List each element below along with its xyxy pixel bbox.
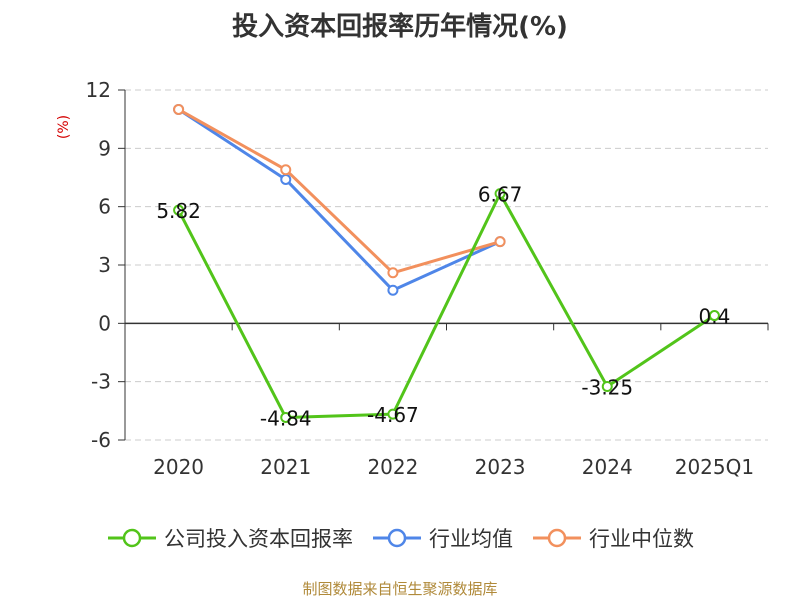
series-line xyxy=(177,108,501,292)
series-line xyxy=(177,108,501,275)
legend-item[interactable]: 公司投入资本回报率 xyxy=(106,523,353,553)
legend-line-marker-icon xyxy=(533,528,581,548)
x-tick-label: 2024 xyxy=(582,455,633,479)
legend-item[interactable]: 行业中位数 xyxy=(531,523,694,553)
series-line xyxy=(177,192,716,419)
x-tick-label: 2022 xyxy=(367,455,418,479)
legend: 公司投入资本回报率 行业均值 行业中位数 xyxy=(0,518,800,558)
x-tick-label: 2021 xyxy=(260,455,311,479)
legend-line-marker-icon xyxy=(373,528,421,548)
data-label: -3.25 xyxy=(581,376,633,400)
data-point[interactable] xyxy=(173,103,185,115)
legend-line-marker-icon xyxy=(108,528,156,548)
data-point[interactable] xyxy=(387,267,399,279)
series-layer xyxy=(173,103,720,423)
y-tick-label: 0 xyxy=(98,311,111,335)
data-point[interactable] xyxy=(387,284,399,296)
data-point[interactable] xyxy=(280,411,292,423)
y-tick-label: -3 xyxy=(91,370,111,394)
data-point[interactable] xyxy=(708,310,720,322)
data-point[interactable] xyxy=(173,204,185,216)
x-tick-label: 2020 xyxy=(153,455,204,479)
y-tick-label: -6 xyxy=(91,428,111,452)
data-label: 5.82 xyxy=(156,199,201,223)
data-point[interactable] xyxy=(387,408,399,420)
data-point[interactable] xyxy=(494,236,506,248)
legend-label: 公司投入资本回报率 xyxy=(164,527,353,551)
y-tick-label: 9 xyxy=(98,136,111,160)
data-label: -4.84 xyxy=(260,406,312,430)
data-point[interactable] xyxy=(494,188,506,200)
y-tick-label: 3 xyxy=(98,253,111,277)
data-point[interactable] xyxy=(280,164,292,176)
data-point[interactable] xyxy=(601,381,613,393)
x-tick-label: 2025Q1 xyxy=(675,455,754,479)
legend-label: 行业均值 xyxy=(429,527,513,551)
y-axis-unit: (%) xyxy=(56,115,72,139)
axis-layer: 12 9 6 3 0 -3 -6 2020 2021 2022 2023 2024 2025Q1 xyxy=(86,78,769,479)
legend-label: 行业中位数 xyxy=(589,527,694,551)
y-tick-label: 12 xyxy=(86,78,111,102)
data-label-layer: 5.82 -4.84 -4.67 6.67 -3.25 0.4 xyxy=(156,183,730,431)
chart-title: 投入资本回报率历年情况(%) xyxy=(232,12,568,42)
data-label: 6.67 xyxy=(478,183,523,207)
source-note: 制图数据来自恒生聚源数据库 xyxy=(302,580,498,598)
x-tick-label: 2023 xyxy=(475,455,526,479)
data-label: 0.4 xyxy=(699,305,731,329)
data-point[interactable] xyxy=(280,173,292,185)
data-label: -4.67 xyxy=(367,403,419,427)
y-tick-label: 6 xyxy=(98,195,111,219)
legend-item[interactable]: 行业均值 xyxy=(371,523,513,553)
